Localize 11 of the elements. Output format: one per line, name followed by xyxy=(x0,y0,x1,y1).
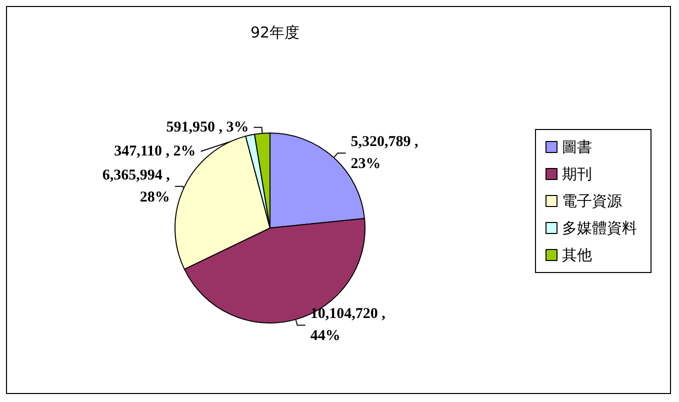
legend-label: 其他 xyxy=(562,246,592,264)
data-label: 347,110 , 2% xyxy=(114,143,196,160)
data-label: 5,320,789 , 23% xyxy=(350,134,419,172)
legend-label: 期刊 xyxy=(562,165,592,183)
data-label: 10,104,720 , 44% xyxy=(310,306,386,344)
legend-label: 多媒體資料 xyxy=(562,219,637,237)
data-label: 6,365,994 , 28% xyxy=(102,167,170,206)
chart-title: 92年度 xyxy=(250,24,300,42)
legend-label: 圖書 xyxy=(562,138,592,156)
data-label: 591,950 , 3% xyxy=(166,119,249,136)
legend-label: 電子資源 xyxy=(562,192,622,210)
